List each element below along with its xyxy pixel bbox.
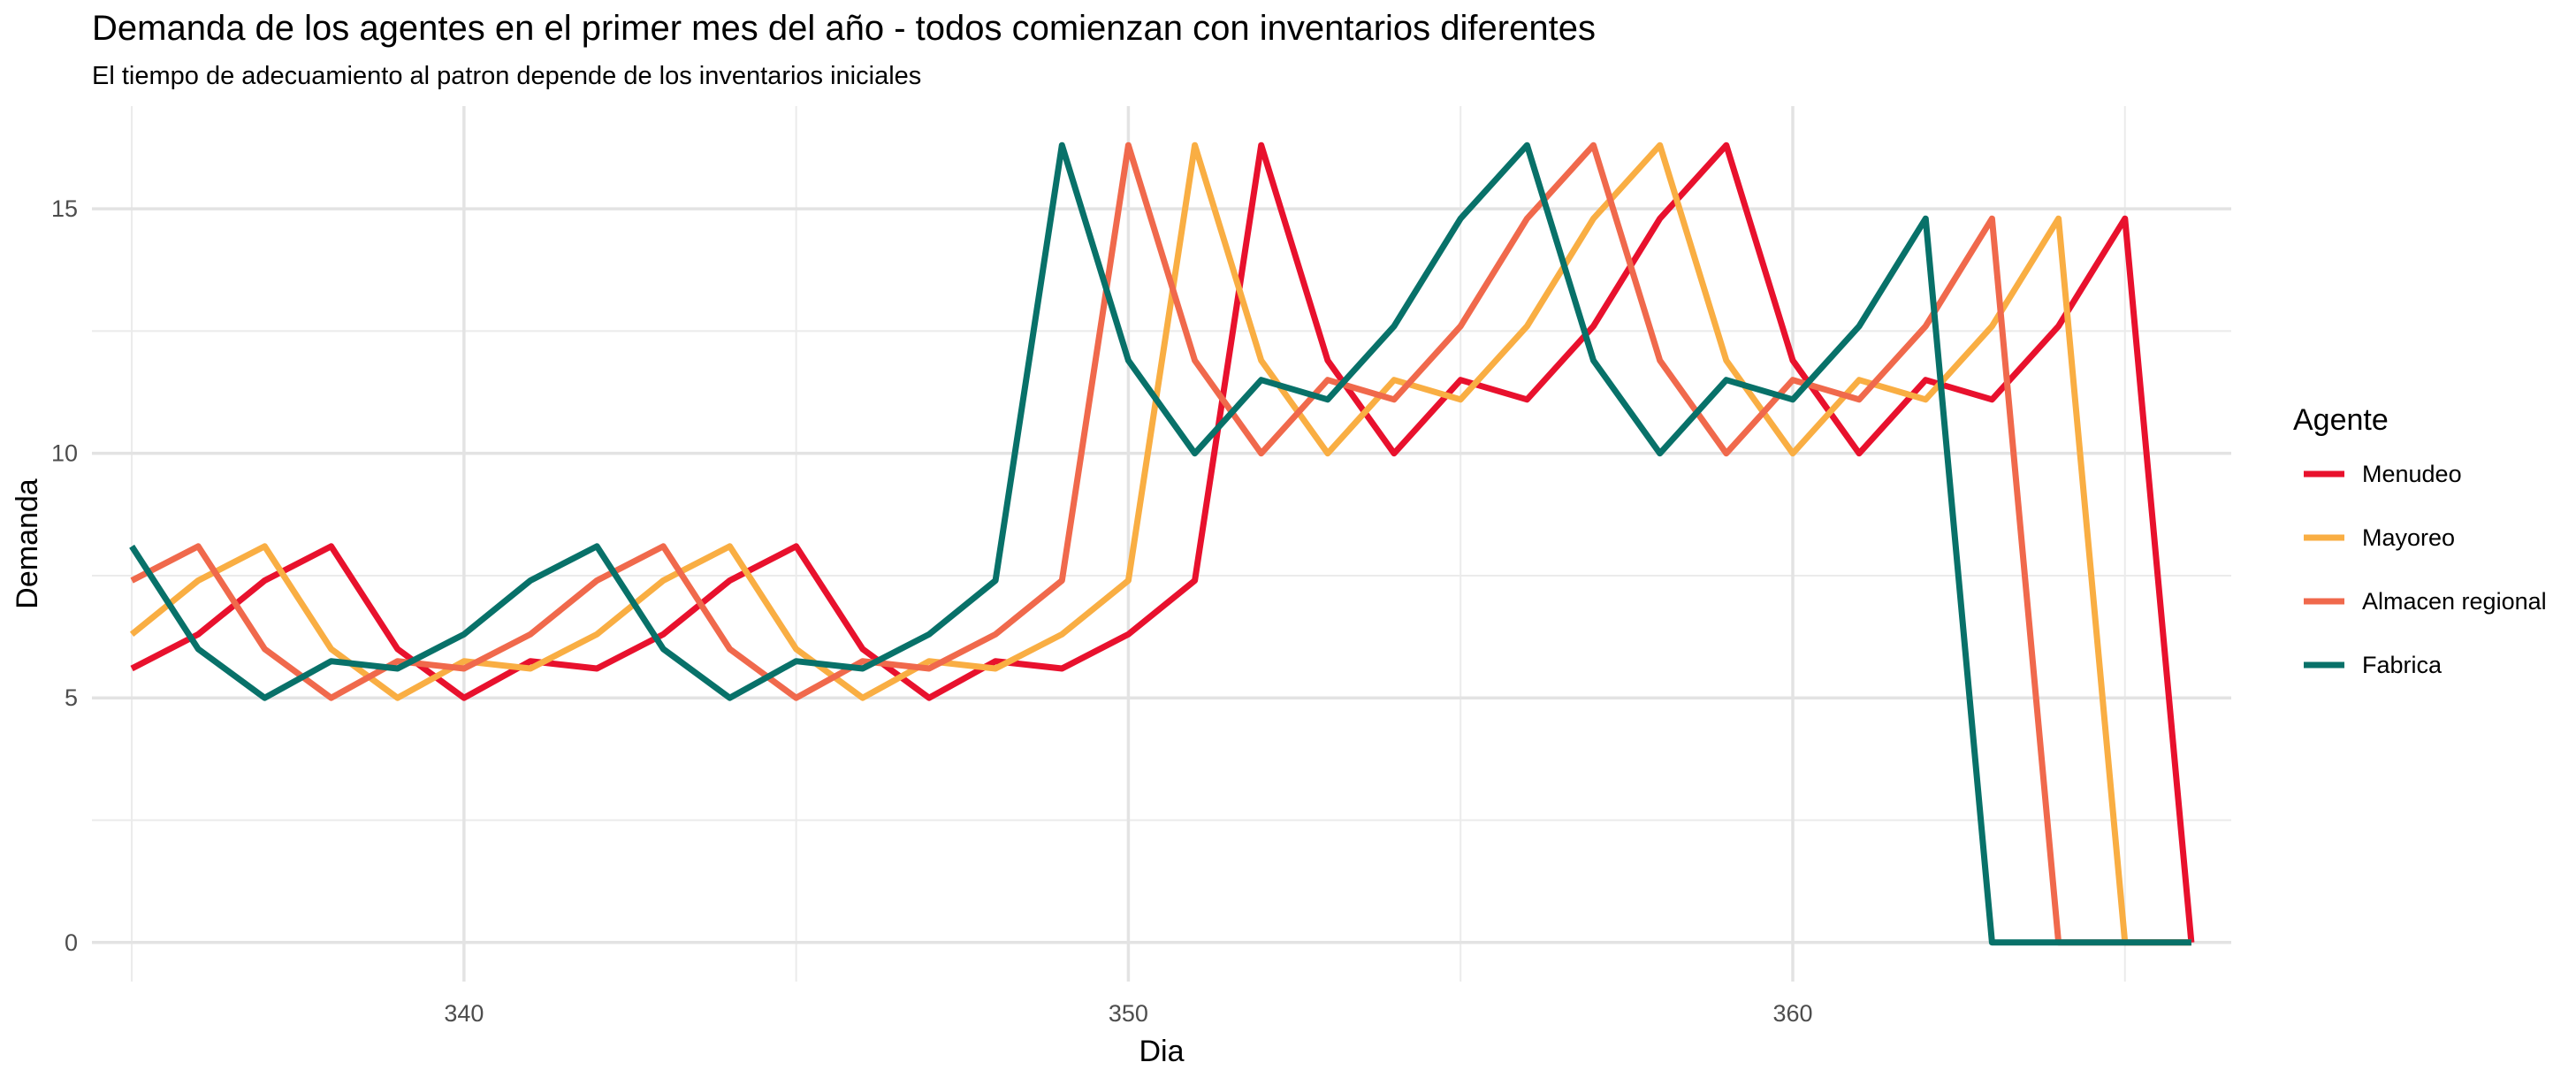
chart-subtitle: El tiempo de adecuamiento al patron depe…: [92, 62, 922, 90]
y-tick-label: 15: [51, 195, 78, 222]
y-tick-label: 10: [51, 440, 78, 467]
series-line-menudeo: [130, 141, 2195, 944]
chart-title: Demanda de los agentes en el primer mes …: [92, 9, 1596, 48]
x-tick-label: 360: [1772, 1000, 1812, 1027]
series-line-fabrica: [129, 141, 2191, 946]
series-line-almacen-regional: [130, 141, 2191, 946]
legend-label-mayoreo: Mayoreo: [2362, 524, 2455, 551]
y-tick-label: 5: [65, 684, 78, 711]
legend: Agente Menudeo Mayoreo Almacen regional Fab…: [2293, 403, 2547, 678]
legend-items: Menudeo Mayoreo Almacen regional Fabrica: [2304, 461, 2547, 678]
series-line-mayoreo: [129, 141, 2191, 946]
tick-layer: 340 350 360 0 5 10 15: [51, 195, 1813, 1027]
grid-layer: [92, 106, 2231, 982]
x-tick-label: 350: [1109, 1000, 1148, 1027]
y-axis-title: Demanda: [11, 478, 44, 609]
x-tick-label: 340: [444, 1000, 484, 1027]
legend-label-almacen-regional: Almacen regional: [2362, 588, 2547, 615]
y-tick-label: 0: [65, 929, 78, 956]
legend-label-menudeo: Menudeo: [2362, 461, 2462, 487]
legend-label-fabrica: Fabrica: [2362, 652, 2443, 678]
legend-title: Agente: [2293, 403, 2389, 437]
x-axis-title: Dia: [1139, 1035, 1184, 1068]
series-layer: [129, 141, 2195, 946]
